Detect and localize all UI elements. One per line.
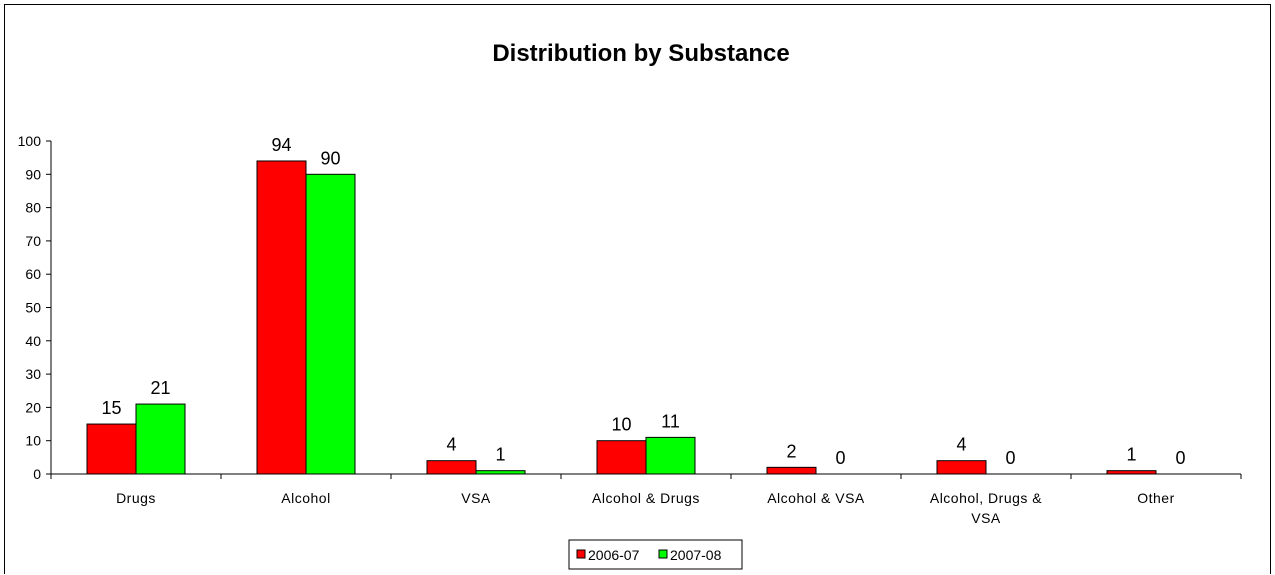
legend-box xyxy=(568,539,743,570)
data-label: 0 xyxy=(1005,448,1015,468)
y-tick-label: 40 xyxy=(25,333,41,349)
x-axis: Drugs Alcohol VSA Alcohol & Drugs Alcohol & … xyxy=(50,473,1242,526)
x-category-label: Alcohol & Drugs xyxy=(592,490,700,506)
data-label: 4 xyxy=(956,435,966,455)
legend: 2006-07 2007-08 xyxy=(568,539,743,570)
y-tick-label: 10 xyxy=(25,433,41,449)
bar xyxy=(645,436,696,475)
y-tick-label: 0 xyxy=(33,466,41,482)
x-category-label: Alcohol, Drugs & VSA xyxy=(930,490,1042,526)
bar xyxy=(936,460,987,475)
y-tick-label: 90 xyxy=(25,166,41,182)
x-category-label: Alcohol xyxy=(281,490,330,506)
data-label: 1 xyxy=(1126,445,1136,465)
data-label: 4 xyxy=(446,435,456,455)
bar xyxy=(426,460,477,475)
chart-title: Distribution by Substance xyxy=(492,40,789,67)
legend-swatch xyxy=(576,549,586,559)
legend-label: 2006-07 xyxy=(588,547,640,563)
data-label: 2 xyxy=(786,441,796,461)
data-label: 1 xyxy=(495,445,505,465)
bar xyxy=(86,423,137,475)
x-category-label: VSA xyxy=(461,490,491,506)
data-label: 10 xyxy=(611,415,631,435)
bar xyxy=(305,173,356,475)
data-label: 0 xyxy=(1175,448,1185,468)
data-label: 94 xyxy=(271,135,291,155)
y-tick-label: 20 xyxy=(25,399,41,415)
y-tick-label: 60 xyxy=(25,266,41,282)
data-label: 11 xyxy=(661,411,680,431)
chart-frame: Distribution by Substance 0 10 20 30 40 50 60 7… xyxy=(4,4,1271,574)
legend-label: 2007-08 xyxy=(670,547,722,563)
y-tick-label: 30 xyxy=(25,366,41,382)
legend-swatch xyxy=(658,549,668,559)
bars-group xyxy=(86,160,1157,475)
bar xyxy=(596,440,647,475)
data-label: 90 xyxy=(320,148,340,168)
data-label: 0 xyxy=(835,448,845,468)
bar-chart: Distribution by Substance 01020304050607… xyxy=(18,40,1242,570)
y-tick-label: 50 xyxy=(25,300,41,316)
y-tick-label: 100 xyxy=(18,133,42,149)
x-category-label: Drugs xyxy=(116,490,156,506)
bar xyxy=(256,160,307,475)
y-tick-label: 80 xyxy=(25,200,41,216)
data-label: 21 xyxy=(150,378,170,398)
x-category-label: Alcohol & VSA xyxy=(767,490,865,506)
y-axis: 0 10 20 30 40 50 60 70 80 90 100 xyxy=(18,133,52,482)
bar xyxy=(135,403,186,475)
x-category-label: Other xyxy=(1137,490,1175,506)
y-tick-label: 70 xyxy=(25,233,41,249)
bar xyxy=(766,466,817,475)
data-label: 15 xyxy=(101,398,121,418)
